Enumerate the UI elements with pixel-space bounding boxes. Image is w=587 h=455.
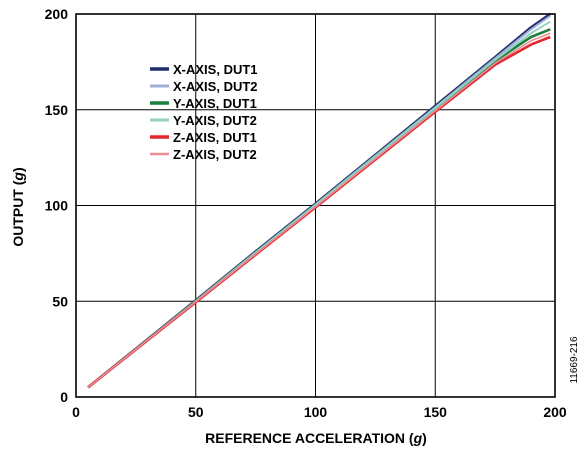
y-tick-label: 0 [60, 389, 68, 405]
y-tick-label: 200 [45, 6, 69, 22]
y-axis-label: OUTPUT (g) [10, 167, 26, 246]
y-tick-label: 100 [45, 198, 69, 214]
y-tick-label: 50 [52, 293, 68, 309]
legend-label: Y-AXIS, DUT1 [173, 96, 257, 111]
series-layer [87, 12, 551, 389]
series-line-5 [87, 35, 551, 389]
legend-label: Z-AXIS, DUT1 [173, 130, 257, 145]
x-axis-label: REFERENCE ACCELERATION (g) [205, 430, 427, 446]
x-tick-label: 100 [304, 404, 328, 420]
legend-label: X-AXIS, DUT1 [173, 62, 258, 77]
legend-label: Y-AXIS, DUT2 [173, 113, 257, 128]
tick-labels: 0 50 100 150 200 0 50 100 150 200 [45, 6, 567, 420]
legend-label: Z-AXIS, DUT2 [173, 147, 257, 162]
plot-frame [75, 13, 556, 398]
x-tick-label: 150 [424, 404, 448, 420]
figure-id: 11669-216 [569, 336, 580, 384]
x-tick-label: 200 [543, 404, 567, 420]
legend: X-AXIS, DUT1 X-AXIS, DUT2 Y-AXIS, DUT1 Y-AX… [150, 62, 258, 162]
x-tick-label: 50 [188, 404, 204, 420]
y-tick-label: 150 [45, 102, 69, 118]
series-line-6 [87, 32, 551, 389]
legend-label: X-AXIS, DUT2 [173, 79, 258, 94]
x-tick-label: 0 [72, 404, 80, 420]
